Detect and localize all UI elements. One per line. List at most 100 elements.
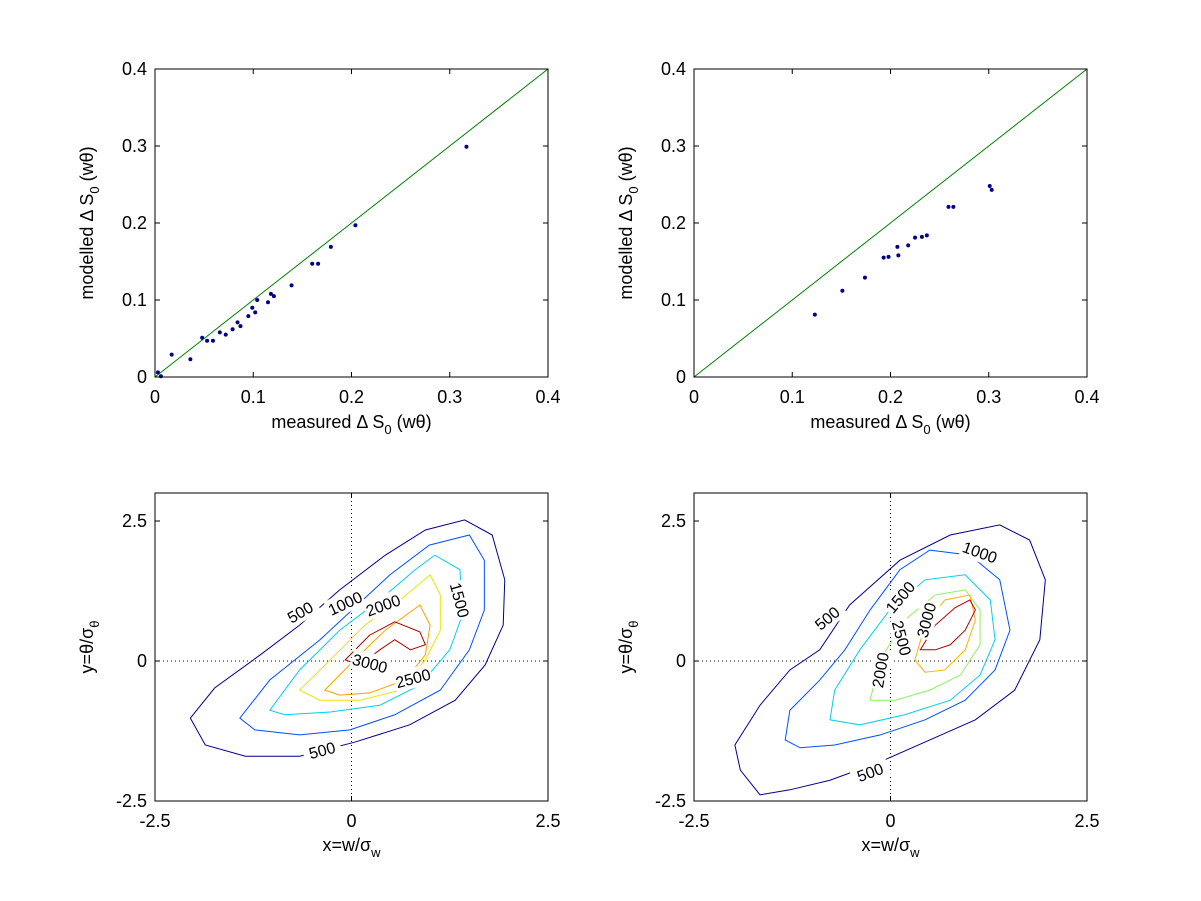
data-point [924, 233, 929, 238]
data-point [250, 305, 255, 310]
y-tick-label: 2.5 [122, 511, 147, 531]
data-point [913, 235, 918, 240]
contour-label: 2000 [870, 651, 893, 689]
y-tick-label: 0 [137, 367, 147, 387]
reference-line [154, 68, 549, 378]
data-point [951, 204, 956, 209]
data-point [217, 330, 222, 335]
x-tick-label: 0 [885, 811, 895, 831]
contour-label-bg [880, 576, 920, 618]
data-point [840, 288, 845, 293]
y-axis-label-main: modelled Δ S [616, 194, 636, 300]
data-point [906, 243, 911, 248]
x-axis-label-main: measured Δ S [271, 412, 384, 432]
x-tick-label: 0.4 [535, 387, 560, 407]
contour-line [298, 573, 441, 701]
x-axis-label-sub: 0 [384, 422, 391, 437]
contour-line [189, 519, 506, 757]
data-point [886, 254, 891, 259]
y-tick-label: -2.5 [655, 791, 686, 811]
contour-label-bg [911, 599, 941, 641]
data-point [271, 294, 276, 299]
data-point [235, 320, 240, 325]
x-tick-label: 0.1 [241, 387, 266, 407]
x-tick-label: 0.3 [976, 387, 1001, 407]
x-axis-label: x=w/σw [322, 835, 381, 860]
contour-label-bg [301, 735, 343, 765]
data-point [464, 144, 469, 149]
contour-line [784, 549, 1011, 749]
contour-label-bg [361, 589, 405, 621]
y-tick-label: 0.2 [661, 213, 686, 233]
y-tick-label: 0 [137, 651, 147, 671]
y-axis-label-sub: 0 [87, 186, 102, 193]
contour-label-bg [349, 648, 391, 678]
y-axis-label: modelled Δ S0 (wθ) [616, 146, 641, 299]
y-tick-label: 2.5 [661, 511, 686, 531]
y-axis-label: modelled Δ S0 (wθ) [77, 146, 102, 299]
x-axis-label-sub: w [370, 845, 381, 860]
x-axis-label-sub: 0 [923, 422, 930, 437]
data-point [919, 234, 924, 239]
data-point [265, 300, 270, 305]
contour-label-bg [392, 663, 434, 693]
reference-line [693, 68, 1088, 378]
data-point [812, 312, 817, 317]
axes-frame [154, 68, 549, 378]
contour-label-group: 2000 [866, 649, 894, 691]
contour-label-group: 3000 [349, 648, 391, 678]
x-axis-label: x=w/σw [861, 835, 920, 860]
y-tick-label: 0.3 [122, 136, 147, 156]
x-axis-label-rest: (wθ) [931, 412, 971, 432]
data-point [289, 283, 294, 288]
contour-label-bg [278, 593, 322, 631]
data-point [205, 338, 210, 343]
x-tick-label: 0.3 [437, 387, 462, 407]
data-point [989, 187, 994, 192]
x-tick-label: 0.1 [780, 387, 805, 407]
data-point [881, 255, 886, 260]
axes-frame [693, 68, 1088, 378]
data-point [310, 261, 315, 266]
x-tick-label: -2.5 [678, 811, 709, 831]
contour-label-bg [848, 756, 892, 788]
x-axis-label-main: x=w/σ [322, 835, 371, 855]
x-tick-label: 0.2 [339, 387, 364, 407]
y-axis-label-rest: (wθ) [77, 146, 97, 186]
contour-label: 500 [307, 740, 337, 763]
data-point [862, 275, 867, 280]
contour-line [239, 534, 485, 736]
y-tick-label: 0.1 [122, 290, 147, 310]
x-axis-label-rest: (wθ) [392, 412, 432, 432]
y-tick-label: 0.4 [122, 59, 147, 79]
data-point [246, 314, 251, 319]
data-point [895, 244, 900, 249]
x-axis-label: measured Δ S0 (wθ) [271, 412, 431, 437]
x-tick-label: 2.5 [535, 811, 560, 831]
axes-background [155, 493, 548, 801]
y-tick-label: 0.4 [661, 59, 686, 79]
data-point [188, 357, 193, 362]
y-axis-label-sub: 0 [626, 186, 641, 193]
x-tick-label: 0.4 [1074, 387, 1099, 407]
x-axis-label-main: measured Δ S [810, 412, 923, 432]
y-tick-label: 0 [676, 651, 686, 671]
data-point [316, 261, 321, 266]
data-point [328, 244, 333, 249]
data-point [896, 253, 901, 258]
y-axis-label-rest: (wθ) [616, 146, 636, 186]
data-point [169, 352, 174, 357]
data-point [987, 184, 992, 189]
contour-label-bg [806, 598, 848, 638]
x-tick-label: 0.2 [878, 387, 903, 407]
data-point [223, 332, 228, 337]
x-tick-label: 0 [150, 387, 160, 407]
y-axis-label-sub: θ [87, 621, 102, 628]
axes-frame [693, 492, 1088, 802]
y-tick-label: 0.1 [661, 290, 686, 310]
axes-frame [154, 492, 549, 802]
contour-line [919, 599, 976, 651]
y-tick-label: 0.2 [122, 213, 147, 233]
y-axis-label-main: y=θ/σ [616, 628, 636, 674]
